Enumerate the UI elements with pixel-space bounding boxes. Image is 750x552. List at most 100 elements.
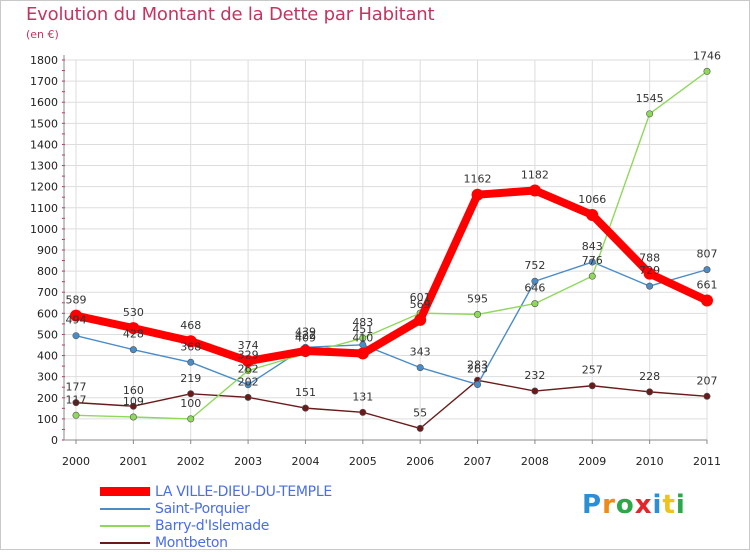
y-tick-label: 200 (37, 392, 58, 405)
data-label: 752 (524, 259, 545, 272)
x-tick-label: 2007 (464, 455, 492, 468)
data-point-0 (184, 335, 197, 348)
data-point-1 (588, 258, 596, 266)
data-label: 160 (123, 384, 144, 397)
y-tick-label: 0 (51, 434, 58, 447)
x-tick-label: 2011 (693, 455, 721, 468)
data-label: 343 (410, 346, 431, 359)
logo-letter: r (602, 490, 616, 520)
data-point-0 (471, 188, 484, 201)
data-point-1 (129, 346, 137, 354)
series-line-2 (75, 70, 708, 420)
data-point-2 (474, 310, 482, 318)
y-tick-label: 1200 (30, 181, 58, 194)
y-tick-label: 1600 (30, 96, 58, 109)
data-label: 439 (295, 325, 316, 338)
data-point-0 (127, 322, 140, 335)
legend-item: Saint-Porquier (100, 501, 400, 518)
data-label: 422 (295, 329, 316, 342)
legend-label: Barry-d'Islemade (155, 518, 270, 534)
legend-swatch (100, 525, 150, 527)
y-tick-label: 1500 (30, 117, 58, 130)
data-label: 117 (66, 393, 87, 406)
legend-swatch (100, 508, 150, 510)
legend-item: Barry-d'Islemade (100, 518, 400, 535)
data-point-0 (299, 344, 312, 357)
data-label: 494 (66, 314, 87, 327)
y-tick-label: 1300 (30, 160, 58, 173)
x-tick-label: 2002 (177, 455, 205, 468)
data-label: 131 (352, 390, 373, 403)
data-point-3 (703, 392, 711, 400)
data-point-3 (301, 404, 309, 412)
data-label: 207 (697, 374, 718, 387)
x-tick-label: 2006 (406, 455, 434, 468)
data-point-1 (416, 364, 424, 372)
data-label: 202 (238, 375, 259, 388)
y-tick-label: 1100 (30, 202, 58, 215)
data-label: 601 (410, 291, 431, 304)
data-point-3 (72, 399, 80, 407)
data-point-0 (70, 309, 82, 322)
data-label: 257 (582, 364, 603, 377)
x-tick-label: 2008 (521, 455, 549, 468)
series-line-1 (75, 261, 708, 386)
data-point-2 (359, 334, 367, 342)
x-tick-label: 2004 (291, 455, 319, 468)
data-label: 530 (123, 306, 144, 319)
y-tick-label: 300 (37, 371, 58, 384)
data-point-1 (187, 358, 195, 366)
data-label: 729 (639, 264, 660, 277)
data-point-2 (531, 300, 539, 308)
data-label: 263 (467, 362, 488, 375)
data-point-2 (72, 411, 80, 419)
x-tick-label: 2003 (234, 455, 262, 468)
data-label: 1182 (521, 168, 549, 181)
data-label: 661 (697, 278, 718, 291)
y-tick-label: 800 (37, 265, 58, 278)
data-label: 374 (238, 339, 259, 352)
data-label: 177 (66, 381, 87, 394)
y-tick-label: 500 (37, 328, 58, 341)
data-point-1 (72, 332, 80, 340)
y-tick-label: 1000 (30, 223, 58, 236)
data-point-3 (588, 382, 596, 390)
y-tick-label: 600 (37, 307, 58, 320)
chart-unit: (en €) (26, 28, 59, 41)
data-label: 646 (524, 282, 545, 295)
data-label: 788 (639, 252, 660, 265)
data-point-0 (701, 294, 713, 307)
data-label: 151 (295, 386, 316, 399)
x-tick-label: 2001 (119, 455, 147, 468)
legend-swatch (100, 487, 150, 496)
data-point-1 (531, 277, 539, 285)
data-label: 1162 (464, 173, 492, 186)
chart-title: Evolution du Montant de la Dette par Hab… (26, 4, 435, 25)
data-point-3 (129, 402, 137, 410)
data-label: 428 (123, 328, 144, 341)
data-label: 843 (582, 240, 603, 253)
series-line-0 (72, 186, 711, 366)
data-point-2 (646, 110, 654, 118)
legend-swatch (100, 542, 150, 544)
data-point-0 (643, 267, 656, 280)
data-point-0 (356, 347, 369, 360)
logo-letter: P (582, 490, 603, 520)
data-label: 219 (180, 372, 201, 385)
data-label: 468 (180, 319, 201, 332)
data-label: 1746 (693, 49, 721, 62)
x-tick-label: 2010 (636, 455, 664, 468)
logo-letter: o (615, 490, 635, 520)
y-tick-label: 100 (37, 413, 58, 426)
y-tick-label: 1700 (30, 75, 58, 88)
data-label: 410 (352, 331, 373, 344)
y-tick-label: 400 (37, 350, 58, 363)
data-label: 232 (524, 369, 545, 382)
y-tick-label: 1800 (30, 54, 58, 67)
x-tick-label: 2005 (349, 455, 377, 468)
data-point-1 (646, 282, 654, 290)
logo-letter: i (675, 490, 686, 520)
data-point-1 (703, 266, 711, 274)
data-point-0 (242, 355, 255, 368)
